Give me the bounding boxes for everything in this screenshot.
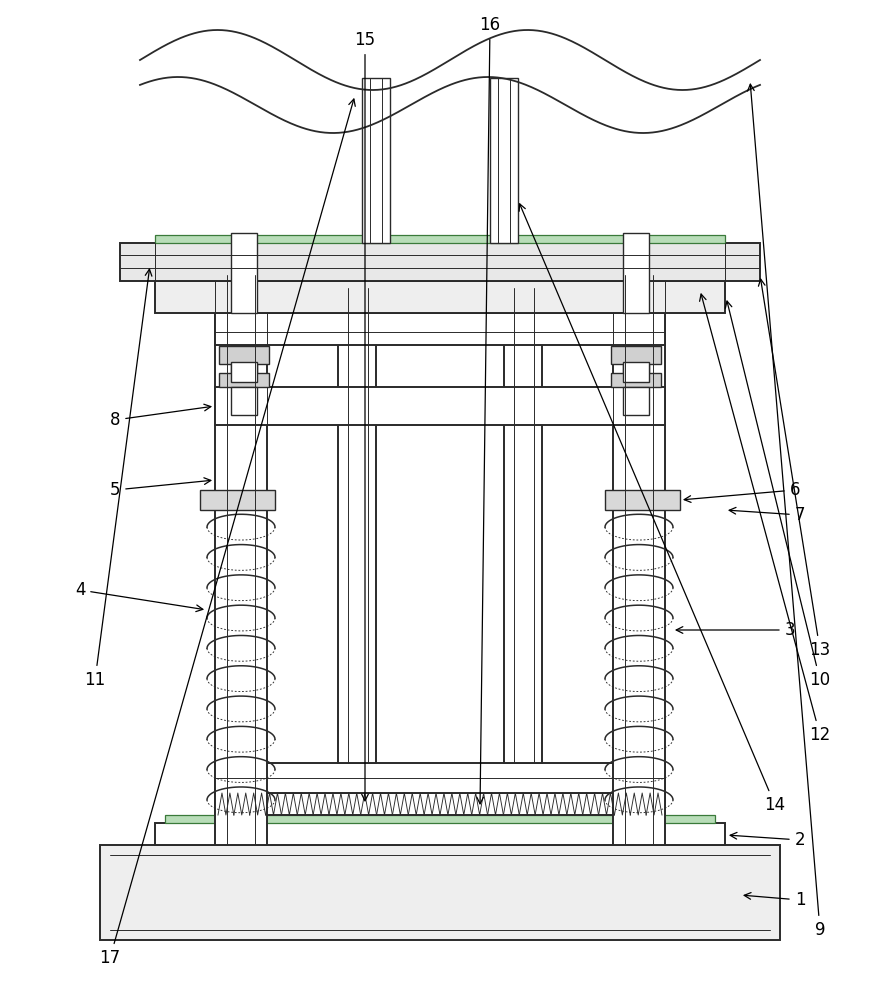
Bar — [605, 490, 680, 510]
Text: 11: 11 — [85, 269, 152, 689]
Bar — [155, 235, 725, 243]
Text: 16: 16 — [477, 16, 501, 804]
Bar — [490, 78, 518, 243]
Bar — [215, 275, 267, 845]
Text: 5: 5 — [109, 478, 211, 499]
Bar — [165, 815, 715, 823]
Bar — [504, 288, 542, 763]
Text: 9: 9 — [748, 84, 826, 939]
Bar — [215, 387, 665, 425]
Text: 15: 15 — [354, 31, 375, 801]
Text: 3: 3 — [676, 621, 796, 639]
Bar — [623, 387, 649, 415]
Bar — [362, 78, 390, 243]
Text: 10: 10 — [725, 301, 831, 689]
Text: 7: 7 — [729, 506, 805, 524]
Bar — [613, 275, 665, 845]
Bar — [200, 490, 275, 510]
Text: 12: 12 — [699, 294, 831, 744]
Bar — [120, 243, 760, 281]
Text: 17: 17 — [100, 99, 355, 967]
Bar — [623, 362, 649, 382]
Text: 1: 1 — [744, 891, 805, 909]
Bar — [231, 345, 257, 373]
Bar — [215, 313, 665, 345]
Bar — [611, 346, 661, 364]
Bar — [155, 823, 725, 845]
Bar — [219, 373, 269, 387]
Text: 13: 13 — [758, 279, 831, 659]
Bar — [100, 845, 780, 940]
Bar — [231, 362, 257, 382]
Bar — [231, 233, 257, 313]
Bar — [215, 793, 665, 815]
Bar — [623, 233, 649, 313]
Bar — [338, 288, 376, 763]
Text: 2: 2 — [730, 831, 805, 849]
Text: 14: 14 — [519, 204, 786, 814]
Bar — [219, 346, 269, 364]
Bar — [623, 345, 649, 373]
Bar — [611, 373, 661, 387]
Text: 6: 6 — [684, 481, 800, 502]
Text: 4: 4 — [75, 581, 203, 612]
Bar — [215, 763, 665, 793]
Bar — [155, 281, 725, 313]
Bar — [231, 387, 257, 415]
Text: 8: 8 — [109, 404, 211, 429]
